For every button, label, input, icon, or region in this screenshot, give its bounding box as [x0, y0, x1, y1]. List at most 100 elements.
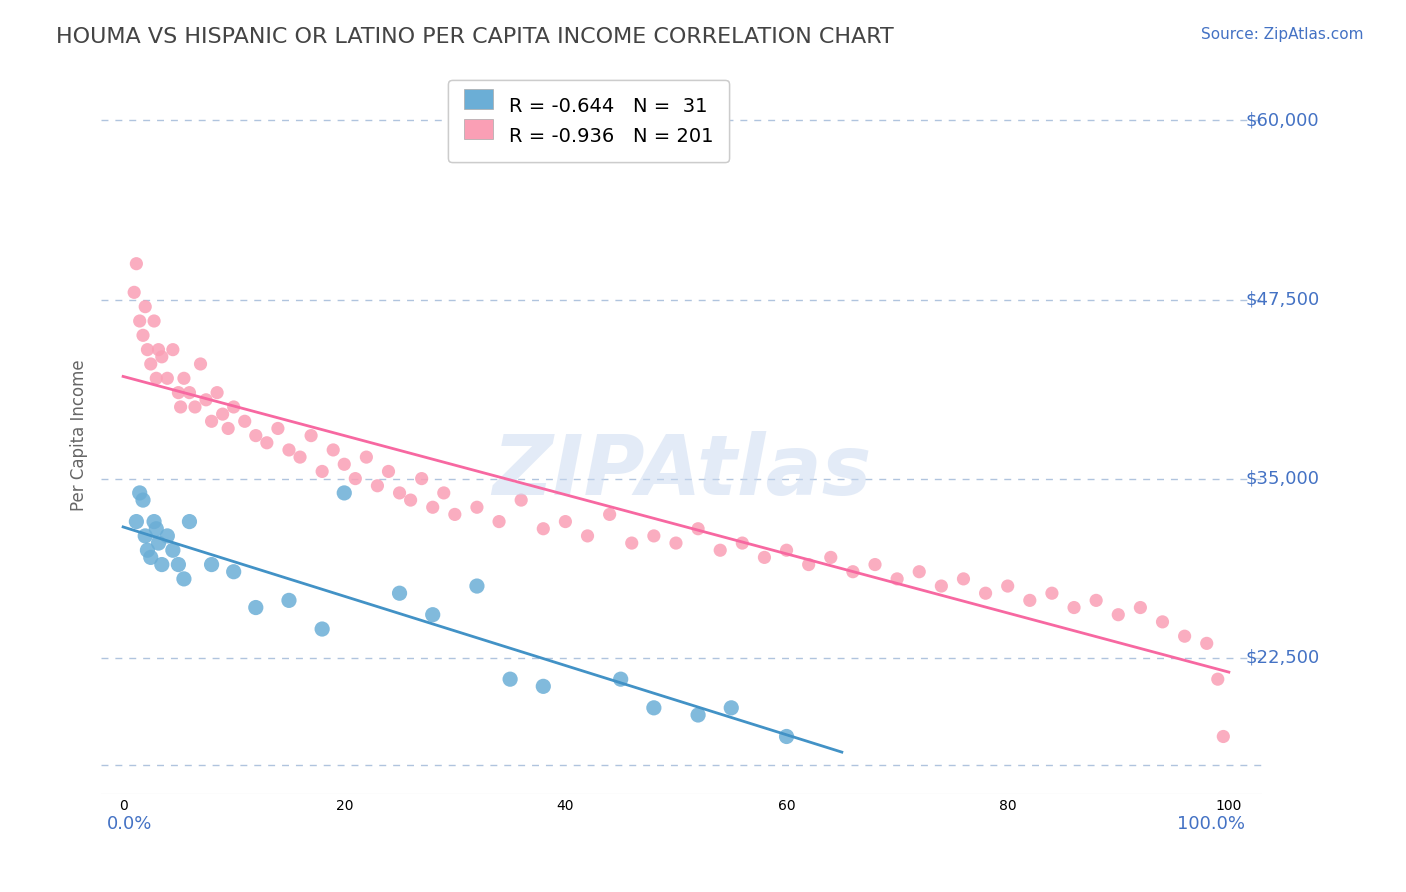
- Point: [931, 579, 953, 593]
- Legend: R = -0.644   N =  31, R = -0.936   N = 201: R = -0.644 N = 31, R = -0.936 N = 201: [449, 80, 728, 161]
- Point: [128, 314, 150, 328]
- Point: [299, 428, 322, 442]
- Point: [465, 500, 488, 515]
- Point: [576, 529, 599, 543]
- Point: [754, 550, 776, 565]
- Point: [1212, 730, 1234, 744]
- Point: [156, 371, 179, 385]
- Point: [1152, 615, 1174, 629]
- Point: [1107, 607, 1129, 622]
- Point: [388, 586, 411, 600]
- Text: Source: ZipAtlas.com: Source: ZipAtlas.com: [1201, 27, 1364, 42]
- Point: [288, 450, 311, 464]
- Point: [245, 428, 267, 442]
- Point: [797, 558, 820, 572]
- Point: [411, 472, 433, 486]
- Text: $47,500: $47,500: [1246, 291, 1320, 309]
- Point: [1063, 600, 1085, 615]
- Point: [344, 472, 367, 486]
- Point: [422, 500, 444, 515]
- Point: [128, 486, 150, 500]
- Point: [122, 285, 145, 300]
- Point: [134, 529, 156, 543]
- Point: [1174, 629, 1197, 643]
- Point: [217, 421, 239, 435]
- Point: [211, 407, 233, 421]
- Point: [620, 536, 643, 550]
- Point: [162, 543, 184, 558]
- Point: [333, 457, 356, 471]
- Point: [311, 465, 333, 479]
- Point: [256, 435, 278, 450]
- Point: [531, 679, 554, 693]
- Point: [200, 558, 222, 572]
- Point: [132, 493, 155, 508]
- Point: [200, 414, 222, 428]
- Point: [267, 421, 290, 435]
- Point: [863, 558, 886, 572]
- Point: [1018, 593, 1040, 607]
- Point: [554, 515, 576, 529]
- Text: 0.0%: 0.0%: [107, 815, 152, 833]
- Point: [322, 442, 344, 457]
- Point: [222, 400, 245, 414]
- Point: [145, 371, 167, 385]
- Point: [125, 515, 148, 529]
- Point: [150, 350, 173, 364]
- Point: [148, 536, 170, 550]
- Point: [499, 672, 522, 686]
- Point: [169, 400, 191, 414]
- Point: [465, 579, 488, 593]
- Point: [136, 343, 159, 357]
- Point: [233, 414, 256, 428]
- Point: [775, 543, 797, 558]
- Point: [366, 479, 388, 493]
- Point: [278, 593, 301, 607]
- Point: [643, 529, 665, 543]
- Text: $22,500: $22,500: [1246, 648, 1320, 666]
- Text: 100.0%: 100.0%: [1177, 815, 1246, 833]
- Point: [688, 708, 710, 723]
- Point: [143, 515, 166, 529]
- Point: [179, 515, 201, 529]
- Point: [162, 343, 184, 357]
- Point: [377, 465, 399, 479]
- Point: [184, 400, 207, 414]
- Point: [148, 343, 170, 357]
- Point: [1206, 672, 1229, 686]
- Point: [488, 515, 510, 529]
- Point: [190, 357, 212, 371]
- Point: [399, 493, 422, 508]
- Point: [709, 543, 731, 558]
- Point: [775, 730, 797, 744]
- Text: $60,000: $60,000: [1246, 112, 1319, 129]
- Point: [688, 522, 710, 536]
- Point: [510, 493, 533, 508]
- Point: [820, 550, 842, 565]
- Point: [222, 565, 245, 579]
- Point: [974, 586, 997, 600]
- Text: HOUMA VS HISPANIC OR LATINO PER CAPITA INCOME CORRELATION CHART: HOUMA VS HISPANIC OR LATINO PER CAPITA I…: [56, 27, 894, 46]
- Point: [134, 300, 156, 314]
- Point: [952, 572, 974, 586]
- Point: [132, 328, 155, 343]
- Point: [1129, 600, 1152, 615]
- Point: [195, 392, 218, 407]
- Point: [150, 558, 173, 572]
- Point: [720, 701, 742, 715]
- Text: $35,000: $35,000: [1246, 469, 1319, 488]
- Point: [333, 486, 356, 500]
- Point: [609, 672, 631, 686]
- Point: [173, 371, 195, 385]
- Point: [842, 565, 865, 579]
- Text: ZIPAtlas: ZIPAtlas: [492, 431, 872, 512]
- Point: [167, 385, 190, 400]
- Point: [145, 522, 167, 536]
- Point: [665, 536, 688, 550]
- Point: [388, 486, 411, 500]
- Point: [278, 442, 301, 457]
- Point: [136, 543, 159, 558]
- Point: [886, 572, 908, 586]
- Point: [311, 622, 333, 636]
- Point: [139, 550, 162, 565]
